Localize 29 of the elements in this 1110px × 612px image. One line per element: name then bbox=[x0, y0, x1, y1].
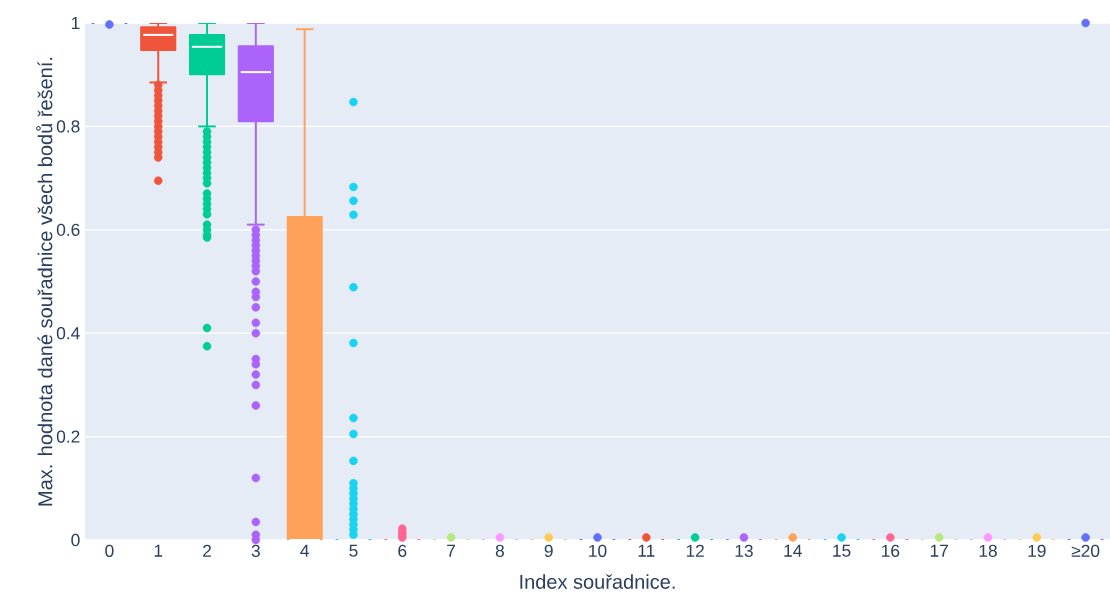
x-tick-label: 5 bbox=[349, 544, 358, 557]
x-tick-label: 19 bbox=[1028, 544, 1046, 557]
x-axis-title: Index souřadnice. bbox=[520, 574, 675, 589]
x-tick-label: 18 bbox=[979, 544, 997, 557]
y-tick-label: 0 bbox=[71, 533, 80, 547]
x-tick-label: 11 bbox=[638, 544, 655, 557]
x-tick-label: 16 bbox=[882, 544, 900, 557]
y-tick-label: 0.8 bbox=[56, 120, 80, 133]
x-tick-label: 2 bbox=[203, 544, 211, 557]
x-tick-label: 3 bbox=[251, 544, 260, 557]
x-tick-label: 7 bbox=[447, 544, 456, 557]
y-tick-label: 1 bbox=[71, 17, 80, 29]
x-tick-label: 0 bbox=[105, 544, 114, 557]
x-tick-label: 6 bbox=[398, 544, 407, 557]
x-tick-label: ≥20 bbox=[1071, 544, 1100, 557]
x-tick-label: 13 bbox=[735, 544, 753, 557]
x-tick-label: 8 bbox=[495, 544, 504, 557]
y-tick-label: 0.4 bbox=[56, 327, 80, 340]
x-tick-label: 9 bbox=[544, 544, 553, 557]
x-tick-label: 4 bbox=[300, 544, 309, 557]
x-tick-label: 17 bbox=[930, 544, 948, 557]
x-tick-label: 15 bbox=[833, 544, 851, 557]
x-tick-label: 10 bbox=[589, 544, 607, 557]
y-tick-label: 0.2 bbox=[56, 430, 80, 443]
x-tick-label: 1 bbox=[154, 544, 163, 557]
y-tick-label: 0.6 bbox=[56, 223, 80, 236]
y-axis-title: Max. hodnota dané souřadnice všech bodů řešení. bbox=[36, 57, 53, 506]
x-tick-label: 12 bbox=[686, 544, 704, 557]
x-tick-label: 14 bbox=[784, 544, 802, 557]
